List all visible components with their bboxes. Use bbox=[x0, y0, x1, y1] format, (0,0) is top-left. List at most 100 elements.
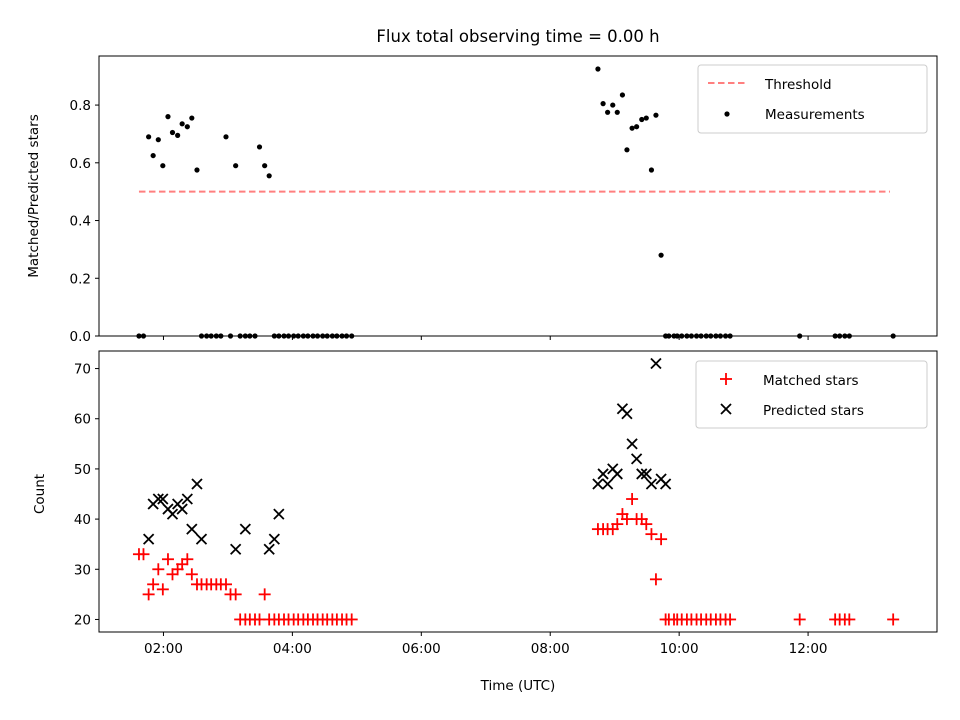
panel1-ytick-label: 40 bbox=[74, 512, 91, 528]
predicted-stars-point bbox=[650, 357, 662, 370]
predicted-stars-point bbox=[659, 478, 672, 490]
measurements-point bbox=[179, 121, 185, 127]
measurements-point bbox=[184, 124, 190, 130]
xtick-label: 06:00 bbox=[402, 641, 441, 657]
measurements-point bbox=[262, 163, 268, 169]
matched-stars-point bbox=[219, 578, 232, 591]
bottom-panel-frame bbox=[98, 350, 938, 633]
matched-stars-point bbox=[142, 588, 155, 601]
xtick-label: 10:00 bbox=[660, 641, 699, 657]
matched-stars-point bbox=[156, 583, 169, 596]
xtick-label: 04:00 bbox=[273, 641, 312, 657]
matched-stars-point bbox=[611, 518, 624, 531]
panel1-ytick-label: 70 bbox=[74, 362, 91, 378]
legend-predicted-swatch bbox=[720, 403, 732, 415]
predicted-stars-point bbox=[592, 478, 604, 490]
measurements-point bbox=[595, 66, 601, 72]
bottom-legend-frame bbox=[695, 360, 928, 429]
legend-predicted-label: Predicted stars bbox=[763, 403, 864, 419]
measurements-point bbox=[175, 132, 181, 138]
measurements-point bbox=[223, 134, 229, 140]
matched-stars-point bbox=[843, 613, 856, 626]
legend-measurements-swatch bbox=[724, 111, 730, 117]
legend-matched-swatch bbox=[720, 373, 732, 385]
measurements-point bbox=[639, 116, 645, 123]
predicted-stars-point bbox=[268, 533, 280, 545]
matched-stars-point bbox=[793, 613, 806, 626]
predicted-stars-point bbox=[611, 468, 623, 480]
measurements-point bbox=[256, 144, 263, 150]
matched-stars-point bbox=[640, 518, 653, 531]
bottom-panel: 02:00 04:00 06:00 08:00 10:00 12:00 20 30 40 50 60… bbox=[32, 350, 938, 694]
measurements-point bbox=[165, 114, 171, 120]
predicted-stars-point bbox=[645, 478, 658, 490]
measurements-point bbox=[643, 115, 649, 121]
top-legend: Threshold Measurements bbox=[697, 64, 928, 134]
predicted-stars-point bbox=[230, 543, 242, 555]
matched-stars-point bbox=[161, 553, 174, 566]
top-ylabel: Matched/Predicted stars bbox=[26, 114, 42, 277]
measurements-point bbox=[610, 102, 616, 108]
matched-stars-point bbox=[887, 613, 900, 626]
predicted-stars-point bbox=[601, 478, 614, 490]
top-legend-frame bbox=[697, 64, 928, 134]
chart-title: Flux total observing time = 0.00 h bbox=[376, 27, 659, 46]
predicted-stars-point bbox=[166, 508, 179, 520]
measurements-point bbox=[146, 134, 152, 140]
bottom-legend: Matched stars Predicted stars bbox=[695, 360, 928, 429]
predicted-stars-point bbox=[597, 468, 609, 480]
predicted-stars-point bbox=[186, 523, 198, 535]
panel0-ytick-label: 0.0 bbox=[70, 329, 91, 345]
predicted-stars-point bbox=[630, 453, 643, 465]
panel0-ytick-label: 0.4 bbox=[70, 214, 91, 230]
measurements-point bbox=[624, 147, 630, 153]
measurements-point bbox=[189, 115, 195, 121]
predicted-stars-point bbox=[195, 533, 208, 545]
matched-stars-point bbox=[229, 588, 242, 601]
matched-stars-point bbox=[345, 613, 358, 626]
panel0-ytick-label: 0.6 bbox=[70, 156, 91, 172]
panel1-ytick-label: 60 bbox=[74, 412, 91, 428]
predicted-stars-point bbox=[157, 493, 169, 505]
panel1-ytick-label: 50 bbox=[74, 462, 91, 478]
measurements-point bbox=[194, 167, 200, 173]
matched-stars-point bbox=[724, 613, 737, 626]
measurements-point bbox=[155, 137, 161, 143]
panel1-ytick-label: 20 bbox=[74, 612, 91, 628]
measurements-point bbox=[160, 163, 166, 169]
predicted-stars-point bbox=[636, 468, 648, 480]
matched-stars-point bbox=[137, 548, 150, 561]
measurements-point bbox=[658, 252, 664, 258]
panel0-ytick-label: 0.2 bbox=[70, 271, 91, 287]
predicted-stars-point bbox=[621, 408, 633, 420]
matched-stars-point bbox=[649, 573, 662, 586]
predicted-stars-point bbox=[176, 503, 188, 515]
legend-matched-label: Matched stars bbox=[763, 373, 859, 389]
top-panel-frame bbox=[98, 55, 938, 337]
predicted-stars-point bbox=[263, 543, 275, 555]
measurements-point bbox=[614, 109, 620, 115]
predicted-stars-point bbox=[626, 438, 638, 450]
xtick-label: 02:00 bbox=[144, 641, 183, 657]
xtick-label: 12:00 bbox=[789, 641, 828, 657]
predicted-stars-point bbox=[142, 533, 155, 545]
predicted-stars-point bbox=[640, 468, 652, 480]
predicted-stars-point bbox=[239, 523, 251, 535]
measurements-point bbox=[233, 163, 239, 169]
legend-threshold-label: Threshold bbox=[764, 77, 832, 93]
legend-measurements-label: Measurements bbox=[765, 107, 865, 123]
panel1-ytick-label: 30 bbox=[74, 562, 91, 578]
matched-stars-point bbox=[185, 568, 198, 581]
measurements-point bbox=[150, 152, 156, 159]
matched-stars-point bbox=[176, 558, 189, 571]
measurements-point bbox=[605, 109, 611, 115]
measurements-point bbox=[619, 92, 626, 98]
measurements-point bbox=[169, 129, 176, 136]
predicted-stars-point bbox=[181, 493, 193, 505]
matched-stars-point bbox=[147, 578, 160, 591]
matched-stars-point bbox=[645, 528, 658, 541]
matched-stars-point bbox=[152, 563, 165, 576]
measurements-point bbox=[266, 173, 272, 179]
matched-stars-point bbox=[166, 568, 179, 581]
